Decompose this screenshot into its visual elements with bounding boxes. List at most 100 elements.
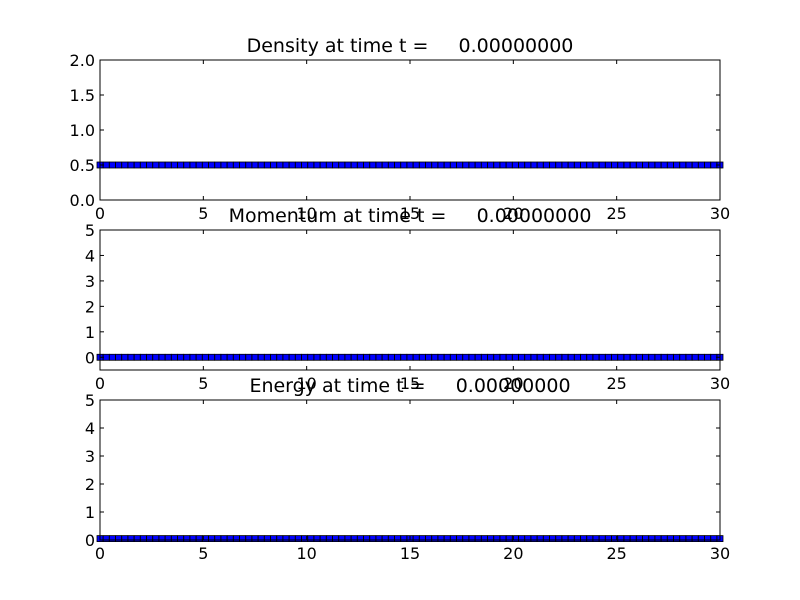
density-data-point [474,161,482,169]
density-data-point [400,161,408,169]
energy-x-tick-label: 5 [198,544,208,563]
energy-data-point [698,535,705,542]
density-data-point [208,161,216,169]
density-data-point [642,161,649,169]
momentum-data-point [381,353,389,361]
density-data-point [239,161,247,169]
energy-data-point [685,535,693,542]
momentum-data-point [276,353,284,361]
momentum-data-point [611,353,618,361]
energy-data-point [710,535,718,542]
energy-data-point [307,535,315,542]
momentum-data-point [375,353,383,361]
momentum-data-point [580,353,587,361]
momentum-data-point [574,353,581,361]
momentum-data-point [319,353,327,361]
energy-data-point [158,535,166,542]
density-data-point [133,161,141,169]
density-y-tick-label: 2.0 [70,51,95,70]
energy-data-point [654,535,662,542]
momentum-data-point [524,353,532,361]
momentum-data-point [629,353,637,361]
density-data-point [139,161,147,169]
energy-data-point [189,535,197,542]
energy-data-point [493,535,501,542]
density-data-point [449,161,457,169]
density-data-point [127,161,135,169]
energy-data-point [183,535,191,542]
density-subplot: 0 5 10 15 20 25 30 0.0 0.5 1.0 1.5 2.0 Density at ti… [70,35,731,223]
density-data-point [555,161,563,169]
momentum-data-point [456,353,464,361]
density-data-point [344,161,352,169]
momentum-x-tick-label: 25 [606,374,626,393]
density-data-point [350,161,358,169]
density-data-point [325,161,333,169]
energy-data-point [251,535,259,542]
density-data-point [654,161,662,169]
density-data-point [201,161,209,169]
energy-data-point [667,535,674,542]
density-data-point [605,161,612,169]
momentum-title: Momentum at time t = 0.00000000 [229,205,592,227]
energy-data-point [487,535,495,542]
density-data-point [561,161,569,169]
energy-data-point [338,535,346,542]
energy-data-point [505,535,513,542]
momentum-data-point [480,353,488,361]
momentum-data-point [257,353,265,361]
momentum-x-tick-label: 20 [503,374,523,393]
density-data-point [512,161,519,169]
momentum-data-point [437,353,445,361]
density-data-point [412,161,420,169]
energy-data-point [629,535,637,542]
momentum-data-point [592,353,600,361]
momentum-data-point [487,353,495,361]
density-data-point [115,161,122,169]
momentum-data-point [245,353,253,361]
energy-data-point [673,535,680,542]
energy-data-point [363,535,371,542]
density-series [96,161,724,169]
energy-data-point [394,535,402,542]
energy-data-point [567,535,575,542]
energy-x-tick-label: 25 [606,544,626,563]
momentum-series [96,353,724,361]
momentum-data-point [369,353,377,361]
momentum-data-point [710,353,718,361]
density-data-point [189,161,197,169]
density-data-point [480,161,488,169]
momentum-data-point [251,353,259,361]
density-data-point [226,161,234,169]
density-data-point [338,161,346,169]
momentum-y-tick-label: 3 [85,272,95,291]
density-data-point [499,161,507,169]
density-data-point [251,161,259,169]
momentum-data-point [673,353,680,361]
momentum-data-point [679,353,687,361]
momentum-data-point [474,353,482,361]
energy-data-point [387,535,395,542]
momentum-data-point [462,353,470,361]
momentum-data-point [189,353,197,361]
momentum-data-point [214,353,222,361]
density-data-point [313,161,321,169]
energy-data-point [263,535,271,542]
energy-data-point [437,535,445,542]
density-data-point [146,161,154,169]
momentum-data-point [127,353,135,361]
momentum-data-point [109,353,116,361]
energy-data-point [524,535,532,542]
energy-data-point [543,535,550,542]
energy-title: Energy at time t = 0.00000000 [249,375,570,397]
density-x-tick-label: 30 [710,204,730,223]
energy-data-point [356,535,364,542]
density-data-point [549,161,556,169]
momentum-data-point [325,353,333,361]
energy-data-point [381,535,389,542]
momentum-x-tick-label: 0 [95,374,105,393]
momentum-data-point [605,353,612,361]
density-data-point [164,161,172,169]
density-data-point [574,161,581,169]
energy-data-point [152,535,160,542]
